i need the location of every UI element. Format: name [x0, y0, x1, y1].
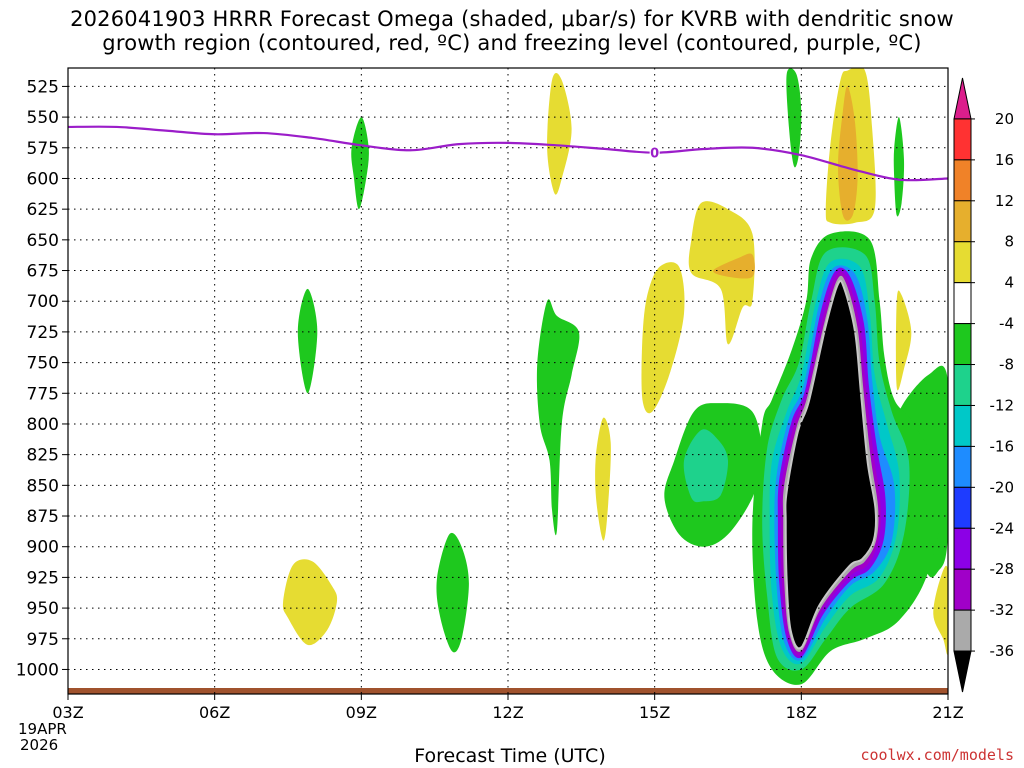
- y-tick-label-650: 650: [27, 231, 59, 251]
- omega-region-teal-16z-low: [683, 429, 729, 503]
- colorbar-segment-10: [953, 486, 972, 529]
- colorbar-label--32: -32: [990, 601, 1015, 619]
- y-tick-label-625: 625: [27, 200, 59, 220]
- freezing-level-line: [67, 125, 949, 182]
- y-tick-label-575: 575: [27, 139, 59, 159]
- y-tick-label-525: 525: [27, 77, 59, 97]
- freezing-label-bg: [649, 144, 660, 161]
- colorbar-label-16: 16: [995, 151, 1014, 169]
- omega-region-storm-core-black: [785, 280, 877, 649]
- omega-region-green-18z-high: [786, 68, 802, 168]
- storm-core-outline: [784, 279, 878, 650]
- y-tick-label-700: 700: [27, 292, 59, 312]
- ground-surface: [68, 688, 948, 694]
- y-tick-label-975: 975: [27, 630, 59, 650]
- colorbar-segment-11: [953, 527, 972, 570]
- colorbar-label--20: -20: [990, 478, 1015, 496]
- y-tick-label-900: 900: [27, 538, 59, 558]
- x-tick-label-03Z: 03Z: [52, 703, 83, 722]
- y-tick-label-950: 950: [27, 599, 59, 619]
- colorbar-label--28: -28: [990, 560, 1015, 578]
- x-tick-label-09Z: 09Z: [346, 703, 377, 722]
- colorbar-segment-5: [953, 282, 972, 325]
- y-tick-label-600: 600: [27, 169, 59, 189]
- colorbar-segment-4: [953, 241, 972, 284]
- x-tick-label-21Z: 21Z: [932, 703, 963, 722]
- omega-region-orange-19z-high: [838, 86, 858, 221]
- colorbar-label--4: -4: [999, 315, 1014, 333]
- credit-link[interactable]: coolwx.com/models: [860, 746, 1014, 764]
- omega-region-green-13z-mid: [536, 299, 580, 536]
- omega-region-green-11z-low: [436, 532, 469, 653]
- y-tick-label-1000: 1000: [16, 660, 59, 680]
- x-tick-label-12Z: 12Z: [492, 703, 523, 722]
- chart-title-line1: 2026041903 HRRR Forecast Omega (shaded, …: [70, 7, 954, 31]
- omega-region-yellow-21z-low: [933, 565, 948, 655]
- colorbar-label--12: -12: [990, 396, 1015, 414]
- omega-region-green-09z-high: [351, 117, 369, 210]
- y-tick-label-800: 800: [27, 415, 59, 435]
- date-month-label: 19APR: [18, 720, 67, 738]
- y-tick-label-675: 675: [27, 262, 59, 282]
- omega-region-green-08z-mid: [297, 288, 318, 394]
- x-tick-label-15Z: 15Z: [639, 703, 670, 722]
- colorbar-segment-7: [953, 364, 972, 406]
- date-year-label: 2026: [20, 736, 59, 754]
- x-tick-label-18Z: 18Z: [786, 703, 817, 722]
- omega-region-yellow-14z-mid: [595, 417, 611, 541]
- colorbar-label--24: -24: [990, 519, 1015, 537]
- colorbar-segment-1: [953, 118, 972, 161]
- y-tick-label-750: 750: [27, 354, 59, 374]
- colorbar-label-4: 4: [1004, 274, 1014, 292]
- omega-region-yellow-15z-mid: [641, 262, 685, 414]
- colorbar-segment-13: [953, 609, 972, 652]
- y-tick-label-775: 775: [27, 384, 59, 404]
- colorbar-label--8: -8: [999, 356, 1014, 374]
- omega-region-orange-17z-mid: [713, 253, 755, 279]
- y-tick-label-550: 550: [27, 108, 59, 128]
- colorbar-label-12: 12: [995, 192, 1014, 210]
- colorbar-label-20: 20: [995, 110, 1014, 128]
- y-tick-label-875: 875: [27, 507, 59, 527]
- omega-region-green-20z-high: [893, 116, 905, 217]
- colorbar-segment-8: [953, 404, 972, 447]
- colorbar-segment-6: [953, 323, 972, 366]
- colorbar-label--36: -36: [990, 642, 1015, 660]
- y-tick-label-850: 850: [27, 476, 59, 496]
- colorbar-segment-0: [953, 77, 972, 120]
- y-tick-label-725: 725: [27, 323, 59, 343]
- colorbar-label-8: 8: [1004, 233, 1014, 251]
- y-tick-label-825: 825: [27, 446, 59, 466]
- chart-title-line2: growth region (contoured, red, ºC) and f…: [102, 31, 922, 55]
- omega-region-yellow-20z-mid: [895, 290, 912, 391]
- colorbar-segment-12: [953, 568, 972, 611]
- colorbar-label--16: -16: [990, 437, 1015, 455]
- colorbar-segment-14: [953, 650, 972, 693]
- colorbar-segment-3: [953, 200, 972, 243]
- colorbar-segment-2: [953, 159, 972, 202]
- y-tick-label-925: 925: [27, 568, 59, 588]
- freezing-level-label: 0: [650, 147, 659, 162]
- x-tick-label-06Z: 06Z: [199, 703, 230, 722]
- omega-region-yellow-08z-low: [282, 559, 338, 646]
- colorbar-segment-9: [953, 445, 972, 488]
- omega-region-yellow-13z-high: [547, 72, 572, 195]
- x-axis-title: Forecast Time (UTC): [414, 745, 606, 767]
